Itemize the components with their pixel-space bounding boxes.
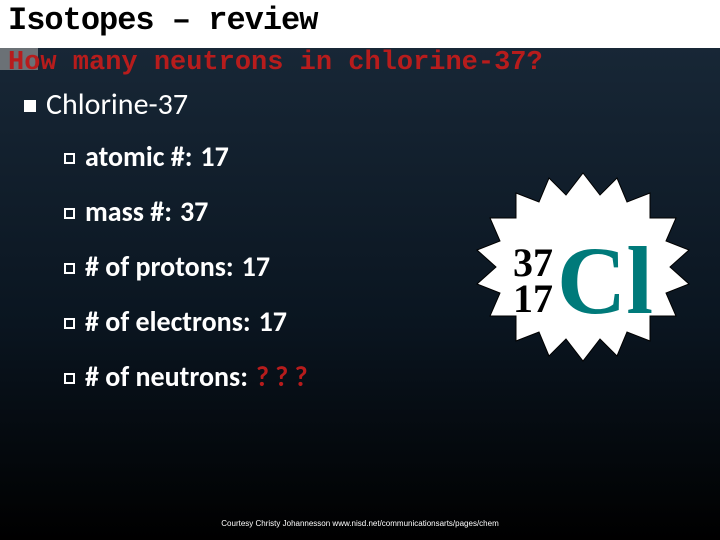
slide-subtitle: How many neutrons in chlorine-37?: [8, 48, 543, 78]
bullet-outline-icon: [64, 208, 75, 219]
bullet-outline-icon: [64, 318, 75, 329]
slide: Isotopes – review How many neutrons in c…: [0, 0, 720, 540]
bullet-label: # of protons:: [85, 249, 234, 284]
bullet-label: # of electrons:: [85, 304, 251, 339]
bullet-value: 17: [242, 249, 270, 284]
bullet-value-highlight: ? ? ?: [256, 359, 308, 394]
bullet-value: 37: [180, 194, 208, 229]
bullet-value: 17: [200, 139, 228, 174]
bullet-l1-text: Chlorine-37: [46, 86, 188, 123]
element-symbol: Cl: [557, 233, 653, 329]
element-numbers: 37 17: [513, 243, 553, 319]
element-notation: 37 17 Cl: [472, 170, 694, 392]
bullet-outline-icon: [64, 373, 75, 384]
bullet-outline-icon: [64, 153, 75, 164]
bullet-label: mass #:: [85, 194, 172, 229]
bullet-label: # of neutrons:: [85, 359, 248, 394]
element-badge: 37 17 Cl: [472, 170, 694, 392]
atomic-number: 17: [513, 279, 553, 319]
credit-line: Courtesy Christy Johannesson www.nisd.ne…: [0, 519, 720, 528]
bullet-value: 17: [259, 304, 287, 339]
bullet-label: atomic #:: [85, 139, 192, 174]
bullet-l1: Chlorine-37: [24, 86, 694, 123]
bullet-l2: atomic #:17: [64, 139, 694, 174]
bullet-outline-icon: [64, 263, 75, 274]
bullet-square-icon: [24, 100, 36, 112]
slide-title: Isotopes – review: [8, 2, 317, 39]
title-bar: Isotopes – review: [0, 0, 720, 48]
